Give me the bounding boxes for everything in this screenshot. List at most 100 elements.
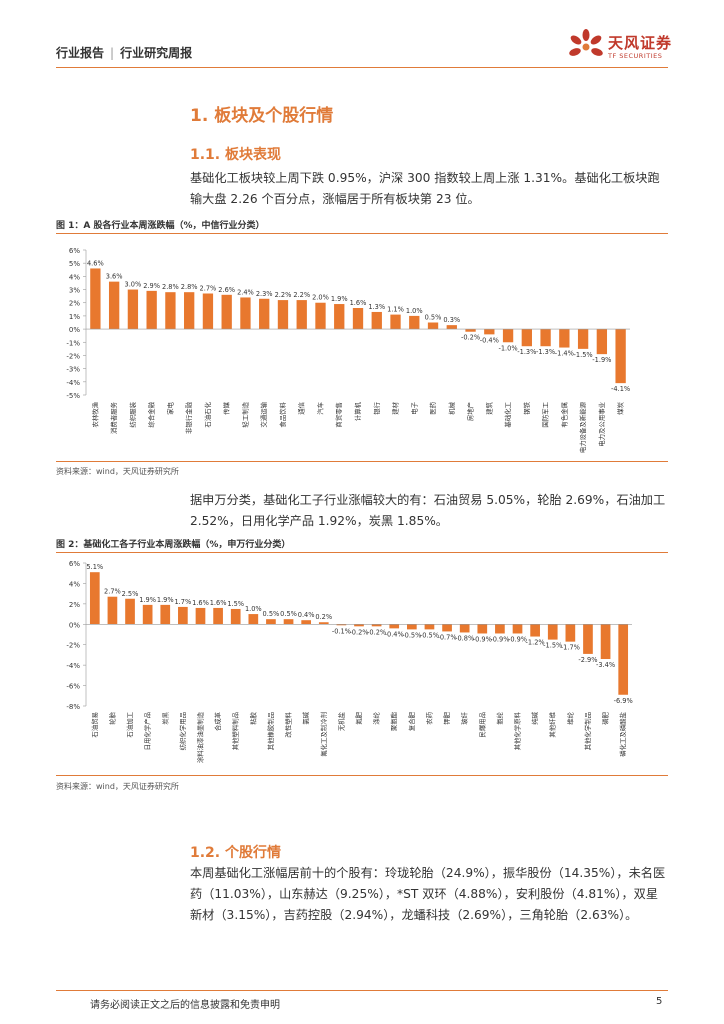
- chart1-bar: [240, 297, 251, 330]
- chart1-category-label: 通信: [297, 401, 306, 414]
- chart2-category-label: 日用化学产品: [143, 712, 152, 750]
- chart1-data-label: 0.5%: [425, 314, 442, 322]
- chart2-bar: [89, 572, 100, 625]
- footer-divider: [56, 990, 668, 991]
- chart2-data-label: 2.7%: [104, 588, 121, 596]
- chart2-bar: [565, 624, 576, 642]
- chart1-category-label: 传媒: [222, 401, 231, 414]
- chart1-data-label: -4.1%: [611, 385, 630, 393]
- chart1-category-label: 汽车: [315, 401, 324, 414]
- chart2-data-label: -0.5%: [402, 631, 421, 639]
- chart2-bar: [248, 614, 259, 625]
- tf-logo-icon: [569, 29, 603, 56]
- chart2-data-label: -2.9%: [578, 656, 597, 664]
- chart2-data-label: -0.5%: [420, 631, 439, 639]
- chart2-bar: [266, 619, 276, 625]
- header-divider: [56, 67, 668, 68]
- chart1-ytick-label: 1%: [69, 313, 80, 321]
- chart2-category-label: 其他纤维: [548, 711, 557, 737]
- chart1-category-label: 电力设备及新能源: [578, 401, 587, 453]
- chart1-category-label: 医药: [428, 401, 437, 414]
- chart2-data-label: -0.4%: [385, 630, 404, 638]
- chart2-category-label: 石油加工: [125, 711, 134, 737]
- chart2-data-label: 1.7%: [174, 598, 191, 606]
- chart1-bar: [296, 300, 307, 330]
- chart1-data-label: -1.3%: [517, 348, 536, 356]
- chart2-data-label: -0.2%: [367, 628, 386, 636]
- chart1-category-label: 电子: [409, 401, 418, 414]
- footer-disclaimer: 请务必阅读正文之后的信息披露和免责申明: [90, 1000, 280, 1011]
- chart2-category-label: 钾肥: [442, 711, 451, 724]
- chart1-data-label: 1.1%: [387, 306, 404, 314]
- chart1-data-label: 2.0%: [312, 294, 329, 302]
- chart1-bar: [521, 329, 532, 347]
- chart1-bar: [596, 329, 608, 355]
- chart1-category-label: 建材: [391, 401, 400, 414]
- chart2-data-label: -6.9%: [614, 697, 633, 705]
- chart2-bar: [371, 624, 382, 627]
- chart2-category-label: 其他橡胶制品: [266, 712, 275, 750]
- chart1-bar: [390, 314, 401, 330]
- subindustry-paragraph: 据申万分类，基础化工子行业涨幅较大的有：石油贸易 5.05%，轮胎 2.69%，…: [190, 493, 666, 528]
- chart1-category-label: 机械: [447, 401, 456, 414]
- chart2-bar: [530, 624, 540, 637]
- chart1-data-label: -0.4%: [480, 336, 499, 344]
- chart1-data-label: 3.6%: [106, 273, 123, 281]
- chart1-bar: [446, 325, 457, 330]
- chart1-ytick-label: 3%: [69, 287, 80, 295]
- chart2-ytick-label: -6%: [66, 683, 80, 691]
- chart1-bar: [577, 329, 589, 349]
- chart2-bar: [459, 624, 470, 633]
- chart2-category-label: 复合肥: [407, 711, 416, 731]
- chart1-data-label: 2.8%: [162, 283, 179, 291]
- chart1-data-label: 2.9%: [143, 282, 160, 290]
- report-subcategory: 行业研究周报: [120, 46, 193, 60]
- chart2-data-label: -1.5%: [543, 642, 562, 650]
- chart1-bar: [559, 329, 570, 348]
- figure2-title: 图 2：基础化工各子行业本周涨跌幅（%，申万行业分类）: [56, 540, 291, 550]
- chart1-data-label: -0.2%: [461, 334, 480, 342]
- chart1-category-label: 农林牧渔: [90, 401, 99, 427]
- chart2-bar: [354, 624, 364, 627]
- chart1-bar: [108, 281, 120, 330]
- chart1-category-label: 建筑: [484, 401, 493, 414]
- chart1-category-label: 家电: [165, 401, 174, 414]
- chart1-data-label: 2.2%: [275, 291, 292, 299]
- chart2-ytick-label: 4%: [69, 580, 80, 588]
- chart2-data-label: 0.5%: [280, 610, 297, 618]
- chart1-bar: [427, 322, 439, 330]
- figure1-top-rule: [56, 233, 668, 234]
- chart1-category-label: 银行: [372, 401, 381, 414]
- chart2-category-label: 民爆用品: [477, 712, 486, 738]
- chart1-bar: [165, 292, 176, 330]
- chart1-data-label: -1.3%: [536, 348, 555, 356]
- chart1-category-label: 轻工制造: [240, 401, 249, 427]
- chart2-data-label: -3.4%: [596, 661, 615, 669]
- chart1-bar: [502, 329, 514, 343]
- chart1-data-label: -1.9%: [592, 356, 611, 364]
- chart1-bar: [202, 293, 214, 330]
- chart1-bar: [484, 329, 495, 335]
- figure2-top-rule: [56, 552, 668, 553]
- header-separator: |: [110, 46, 115, 60]
- chart2-data-label: 1.5%: [227, 600, 244, 608]
- chart2-data-label: -0.2%: [349, 628, 368, 636]
- chart2-data-label: -0.9%: [508, 635, 527, 643]
- chart2-category-label: 合成革: [213, 711, 222, 731]
- chart1-bar: [540, 329, 551, 347]
- figure1-bottom-rule: [56, 461, 668, 462]
- chart1-ytick-label: 4%: [69, 273, 80, 281]
- figure2-bottom-rule: [56, 775, 668, 776]
- chart2-bar: [107, 596, 118, 625]
- chart1-category-label: 煤炭: [616, 401, 625, 414]
- chart2-data-label: -0.7%: [437, 633, 456, 641]
- chart2-bar: [442, 624, 452, 632]
- chart2-category-label: 涂料油漆油墨制造: [195, 711, 204, 763]
- chart2-bar: [600, 624, 611, 660]
- chart2-ytick-label: 6%: [69, 560, 80, 568]
- chart1-category-label: 综合金融: [147, 401, 156, 427]
- chart1-bar: [615, 329, 626, 384]
- chart2-bar: [283, 619, 294, 625]
- chart2-bar: [424, 624, 435, 630]
- figure1-title: 图 1：A 股各行业本周涨跌幅（%，中信行业分类）: [56, 221, 265, 231]
